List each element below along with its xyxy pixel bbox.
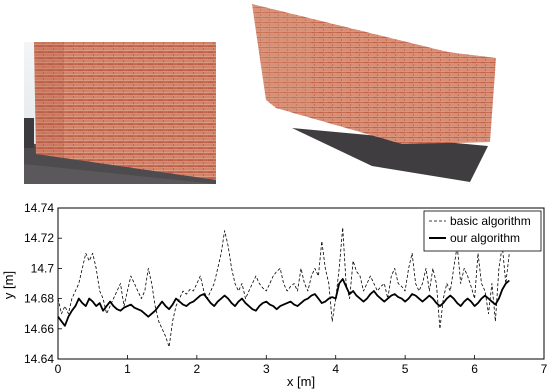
- x-tick-label: 6: [471, 362, 478, 376]
- legend: basic algorithm our algorithm: [423, 210, 542, 252]
- x-tick-label: 5: [402, 362, 409, 376]
- series-line-our-algorithm: [57, 278, 510, 327]
- y-tick-label: 14.64: [24, 352, 54, 366]
- y-tick-label: 14.72: [24, 231, 54, 245]
- y-axis-title: y [m]: [1, 271, 16, 299]
- brick-wall-rectified-photo: [252, 4, 496, 182]
- legend-label-basic: basic algorithm: [450, 214, 531, 228]
- legend-label-ours: our algorithm: [450, 231, 520, 245]
- y-tick-label: 14.68: [24, 292, 54, 306]
- x-axis-title: x [m]: [287, 374, 315, 389]
- legend-box: [423, 210, 542, 252]
- brick-wall-photo: [24, 42, 216, 184]
- series-line-basic-algorithm: [57, 227, 510, 348]
- x-tick-label: 2: [194, 362, 201, 376]
- y-tick-label: 14.74: [24, 201, 54, 215]
- x-tick-label: 3: [263, 362, 270, 376]
- y-tick-label: 14.66: [24, 322, 54, 336]
- x-tick-label: 4: [332, 362, 339, 376]
- x-tick-label: 0: [55, 362, 62, 376]
- plot-area: [57, 207, 545, 360]
- y-tick-label: 14.7: [31, 261, 55, 275]
- x-tick-label: 7: [541, 362, 548, 376]
- x-tick-label: 1: [124, 362, 131, 376]
